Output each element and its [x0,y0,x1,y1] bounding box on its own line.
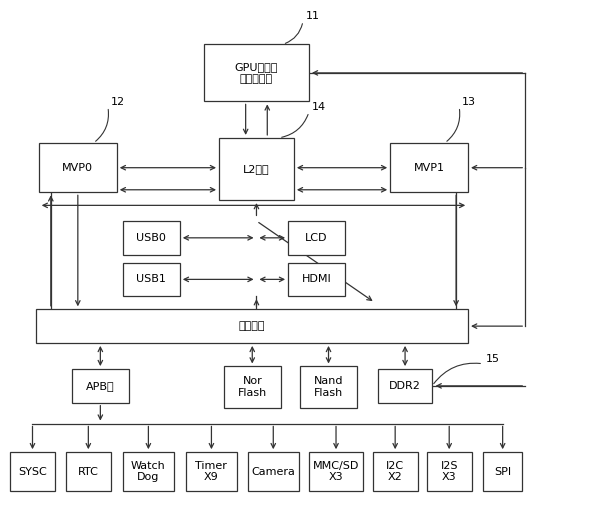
Text: 11: 11 [306,12,320,22]
Text: Timer
X9: Timer X9 [196,461,227,482]
FancyBboxPatch shape [378,369,432,403]
FancyBboxPatch shape [288,221,345,255]
Text: 12: 12 [111,97,125,107]
FancyBboxPatch shape [219,138,294,200]
FancyBboxPatch shape [66,452,111,491]
FancyBboxPatch shape [204,44,309,101]
Text: Watch
Dog: Watch Dog [131,461,166,482]
Text: SYSC: SYSC [18,467,47,477]
FancyBboxPatch shape [123,262,180,296]
FancyBboxPatch shape [483,452,522,491]
FancyBboxPatch shape [248,452,299,491]
FancyBboxPatch shape [10,452,55,491]
FancyBboxPatch shape [300,366,357,408]
Text: Nor
Flash: Nor Flash [238,376,267,398]
FancyBboxPatch shape [123,221,180,255]
FancyBboxPatch shape [36,309,468,343]
FancyBboxPatch shape [309,452,363,491]
FancyBboxPatch shape [72,369,129,403]
Text: 13: 13 [462,97,476,107]
Text: SPI: SPI [494,467,511,477]
FancyBboxPatch shape [373,452,418,491]
FancyBboxPatch shape [39,143,117,192]
Text: MMC/SD
X3: MMC/SD X3 [313,461,359,482]
Text: HDMI: HDMI [302,275,331,285]
Text: APB桥: APB桥 [86,381,115,391]
FancyBboxPatch shape [427,452,471,491]
Text: L2缓存: L2缓存 [243,164,270,174]
Text: USB1: USB1 [136,275,166,285]
FancyBboxPatch shape [224,366,281,408]
FancyBboxPatch shape [390,143,468,192]
Text: USB0: USB0 [136,233,166,243]
Text: 系统总线: 系统总线 [239,321,265,331]
Text: 15: 15 [486,354,500,364]
FancyBboxPatch shape [288,262,345,296]
FancyBboxPatch shape [186,452,237,491]
Text: Nand
Flash: Nand Flash [314,376,343,398]
Text: MVP1: MVP1 [413,163,445,173]
Text: I2C
X2: I2C X2 [386,461,404,482]
Text: GPU固定功
能处理模块: GPU固定功 能处理模块 [235,62,278,83]
Text: I2S
X3: I2S X3 [441,461,458,482]
Text: MVP0: MVP0 [62,163,93,173]
Text: LCD: LCD [305,233,328,243]
FancyBboxPatch shape [123,452,174,491]
Text: DDR2: DDR2 [389,381,421,391]
Text: RTC: RTC [78,467,99,477]
Text: Camera: Camera [251,467,295,477]
Text: 14: 14 [312,102,326,112]
